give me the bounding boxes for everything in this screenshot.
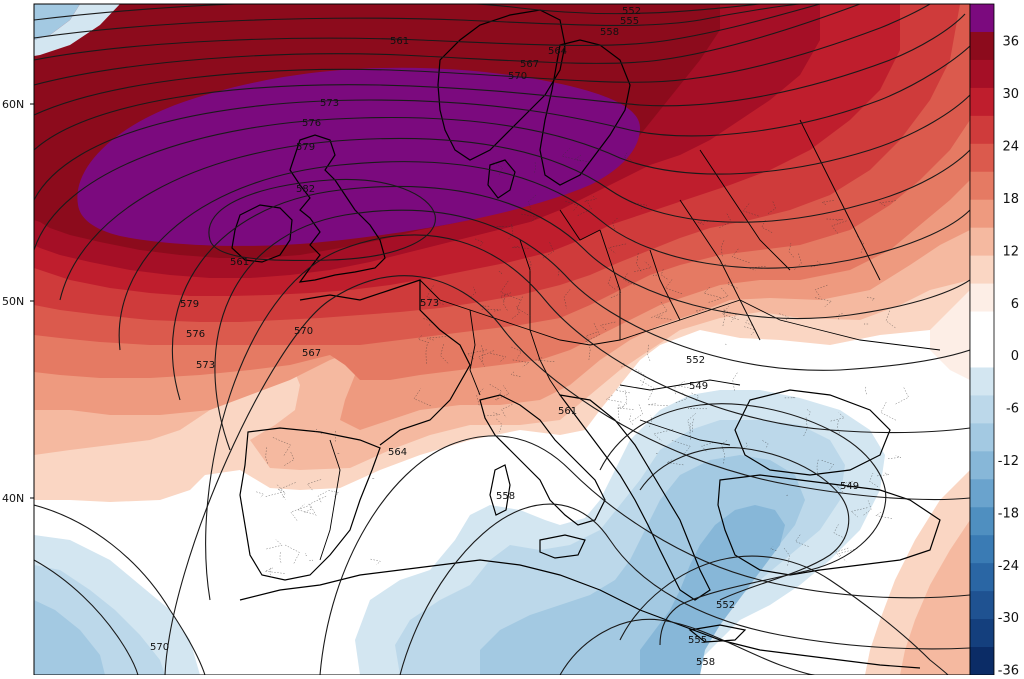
- contour-label: 558: [696, 657, 715, 668]
- colorbar-swatch: [970, 312, 994, 340]
- latitude-labels: 60N 50N 40N: [2, 98, 34, 505]
- colorbar-swatch: [970, 4, 994, 32]
- contour-label: 549: [840, 481, 859, 492]
- colorbar-tick-label: -12: [998, 454, 1019, 469]
- colorbar: 36 30 24 18 12 6 0 -6 -12 -18 -24 -30 -36: [970, 4, 1019, 675]
- colorbar-tick-label: -30: [998, 611, 1019, 626]
- contour-label: 573: [420, 298, 439, 309]
- contour-label: 570: [150, 642, 169, 653]
- colorbar-swatch: [970, 60, 994, 88]
- contour-label: 576: [186, 329, 205, 340]
- contour-label: 573: [196, 360, 215, 371]
- lat-label-50n: 50N: [2, 295, 24, 308]
- colorbar-tick-label: -24: [998, 559, 1019, 574]
- colorbar-swatch: [970, 367, 994, 395]
- colorbar-tick-label: -6: [1006, 402, 1019, 417]
- contour-label: 561: [390, 36, 409, 47]
- colorbar-tick-label: 12: [1002, 244, 1019, 259]
- colorbar-swatch: [970, 284, 994, 312]
- contour-label: 567: [302, 348, 321, 359]
- colorbar-swatch: [970, 116, 994, 144]
- colorbar-tick-label: 18: [1002, 192, 1019, 207]
- colorbar-swatch: [970, 88, 994, 116]
- contour-label: 567: [520, 59, 539, 70]
- contour-label: 549: [689, 381, 708, 392]
- colorbar-swatch: [970, 647, 994, 675]
- contour-label: 555: [620, 16, 639, 27]
- colorbar-swatch: [970, 395, 994, 423]
- colorbar-swatch: [970, 535, 994, 563]
- colorbar-swatch: [970, 256, 994, 284]
- colorbar-swatch: [970, 591, 994, 619]
- colorbar-tick-label: 0: [1011, 349, 1019, 364]
- lat-label-40n: 40N: [2, 492, 24, 505]
- contour-label: 552: [686, 355, 705, 366]
- colorbar-tick-label: -36: [998, 664, 1019, 675]
- colorbar-tick-label: -18: [998, 506, 1019, 521]
- colorbar-swatch: [970, 32, 994, 60]
- contour-label: 564: [548, 46, 567, 57]
- colorbar-swatch: [970, 200, 994, 228]
- colorbar-tick-label: 6: [1011, 297, 1019, 312]
- contour-label: 552: [716, 600, 735, 611]
- colorbar-swatch: [970, 423, 994, 451]
- colorbar-swatch: [970, 507, 994, 535]
- colorbar-swatch: [970, 619, 994, 647]
- colorbar-tick-label: 24: [1002, 140, 1019, 155]
- contour-label: 561: [230, 257, 249, 268]
- contour-label: 570: [508, 71, 527, 82]
- colorbar-swatch: [970, 340, 994, 368]
- contour-label: 564: [388, 447, 407, 458]
- contour-label: 579: [180, 299, 199, 310]
- contour-label: 570: [294, 326, 313, 337]
- colorbar-swatch: [970, 563, 994, 591]
- contour-label: 555: [688, 635, 707, 646]
- contour-label: 558: [496, 491, 515, 502]
- colorbar-swatch: [970, 479, 994, 507]
- contour-label: 576: [302, 118, 321, 129]
- colorbar-tick-label: 36: [1002, 35, 1019, 50]
- contour-label: 573: [320, 98, 339, 109]
- colorbar-swatch: [970, 451, 994, 479]
- contour-label: 582: [296, 184, 315, 195]
- colorbar-swatch: [970, 228, 994, 256]
- colorbar-swatch: [970, 144, 994, 172]
- map-area: 552 555 558 561 564 567 570 573 576 579 …: [34, 1, 970, 675]
- colorbar-tick-label: 30: [1002, 87, 1019, 102]
- contour-label: 561: [558, 406, 577, 417]
- contour-label: 558: [600, 27, 619, 38]
- contour-label: 579: [296, 142, 315, 153]
- lat-label-60n: 60N: [2, 98, 24, 111]
- colorbar-swatch: [970, 172, 994, 200]
